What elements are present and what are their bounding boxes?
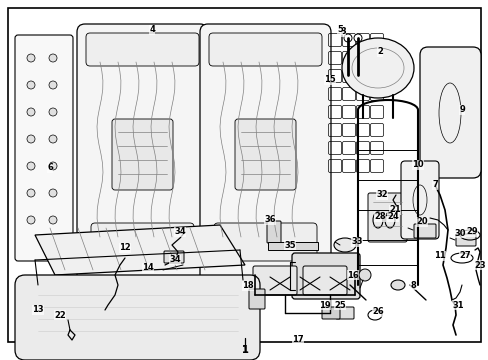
Text: 5: 5: [336, 26, 342, 35]
Ellipse shape: [390, 280, 404, 290]
FancyBboxPatch shape: [303, 266, 346, 295]
FancyBboxPatch shape: [163, 251, 183, 263]
Text: 21: 21: [388, 206, 400, 215]
Text: 24: 24: [386, 212, 398, 221]
Text: 12: 12: [119, 243, 131, 252]
Text: 32: 32: [375, 190, 387, 199]
Text: 18: 18: [242, 282, 253, 291]
Text: 27: 27: [458, 251, 470, 260]
FancyBboxPatch shape: [86, 33, 199, 66]
Ellipse shape: [353, 34, 361, 42]
Ellipse shape: [27, 162, 35, 170]
FancyBboxPatch shape: [15, 35, 73, 261]
Ellipse shape: [27, 108, 35, 116]
Text: 34: 34: [174, 228, 185, 237]
Text: 2: 2: [376, 48, 382, 57]
Ellipse shape: [49, 162, 57, 170]
FancyBboxPatch shape: [455, 234, 475, 246]
FancyBboxPatch shape: [91, 223, 194, 261]
FancyBboxPatch shape: [208, 33, 321, 66]
FancyBboxPatch shape: [214, 223, 316, 261]
Ellipse shape: [49, 216, 57, 224]
Text: 30: 30: [453, 229, 465, 238]
Text: 15: 15: [324, 76, 335, 85]
Text: 19: 19: [319, 301, 330, 310]
Polygon shape: [35, 225, 244, 275]
Text: 3: 3: [340, 27, 345, 36]
Ellipse shape: [343, 34, 351, 42]
FancyBboxPatch shape: [77, 24, 207, 285]
Ellipse shape: [333, 238, 355, 252]
Text: 17: 17: [292, 336, 303, 345]
Text: 36: 36: [264, 216, 275, 225]
Ellipse shape: [27, 81, 35, 89]
Text: 28: 28: [373, 212, 385, 221]
Text: 14: 14: [142, 264, 154, 273]
Ellipse shape: [27, 189, 35, 197]
FancyBboxPatch shape: [413, 224, 435, 238]
FancyBboxPatch shape: [252, 266, 296, 295]
FancyBboxPatch shape: [200, 24, 330, 285]
Text: 4: 4: [149, 26, 155, 35]
Text: 23: 23: [473, 261, 485, 270]
Ellipse shape: [341, 38, 413, 98]
Text: 34: 34: [169, 256, 181, 265]
Text: 31: 31: [451, 301, 463, 310]
Ellipse shape: [49, 108, 57, 116]
Ellipse shape: [27, 54, 35, 62]
Ellipse shape: [27, 135, 35, 143]
Text: 1: 1: [241, 345, 248, 355]
Ellipse shape: [49, 189, 57, 197]
FancyBboxPatch shape: [112, 119, 173, 190]
Text: 16: 16: [346, 270, 358, 279]
Text: 33: 33: [350, 238, 362, 247]
Text: 8: 8: [409, 280, 415, 289]
Ellipse shape: [49, 54, 57, 62]
Ellipse shape: [49, 81, 57, 89]
FancyBboxPatch shape: [248, 289, 264, 309]
Text: 7: 7: [431, 180, 437, 189]
Text: 29: 29: [465, 228, 477, 237]
Text: 20: 20: [415, 217, 427, 226]
FancyBboxPatch shape: [400, 161, 438, 239]
Text: 22: 22: [54, 310, 66, 320]
FancyBboxPatch shape: [419, 47, 480, 178]
FancyBboxPatch shape: [15, 275, 260, 360]
Ellipse shape: [27, 216, 35, 224]
FancyBboxPatch shape: [321, 307, 339, 319]
Text: 25: 25: [333, 301, 345, 310]
FancyBboxPatch shape: [235, 119, 295, 190]
Text: 13: 13: [32, 306, 44, 315]
Text: 6: 6: [47, 163, 53, 172]
Text: 1: 1: [241, 345, 248, 355]
Text: 10: 10: [411, 161, 423, 170]
FancyBboxPatch shape: [367, 193, 406, 242]
Text: 35: 35: [284, 240, 295, 249]
Ellipse shape: [358, 269, 370, 281]
Text: 26: 26: [371, 307, 383, 316]
Ellipse shape: [49, 135, 57, 143]
FancyBboxPatch shape: [291, 253, 359, 299]
Bar: [267, 242, 317, 250]
Text: 9: 9: [458, 105, 464, 114]
FancyBboxPatch shape: [335, 307, 353, 319]
FancyBboxPatch shape: [266, 221, 281, 243]
Text: 11: 11: [433, 252, 445, 261]
